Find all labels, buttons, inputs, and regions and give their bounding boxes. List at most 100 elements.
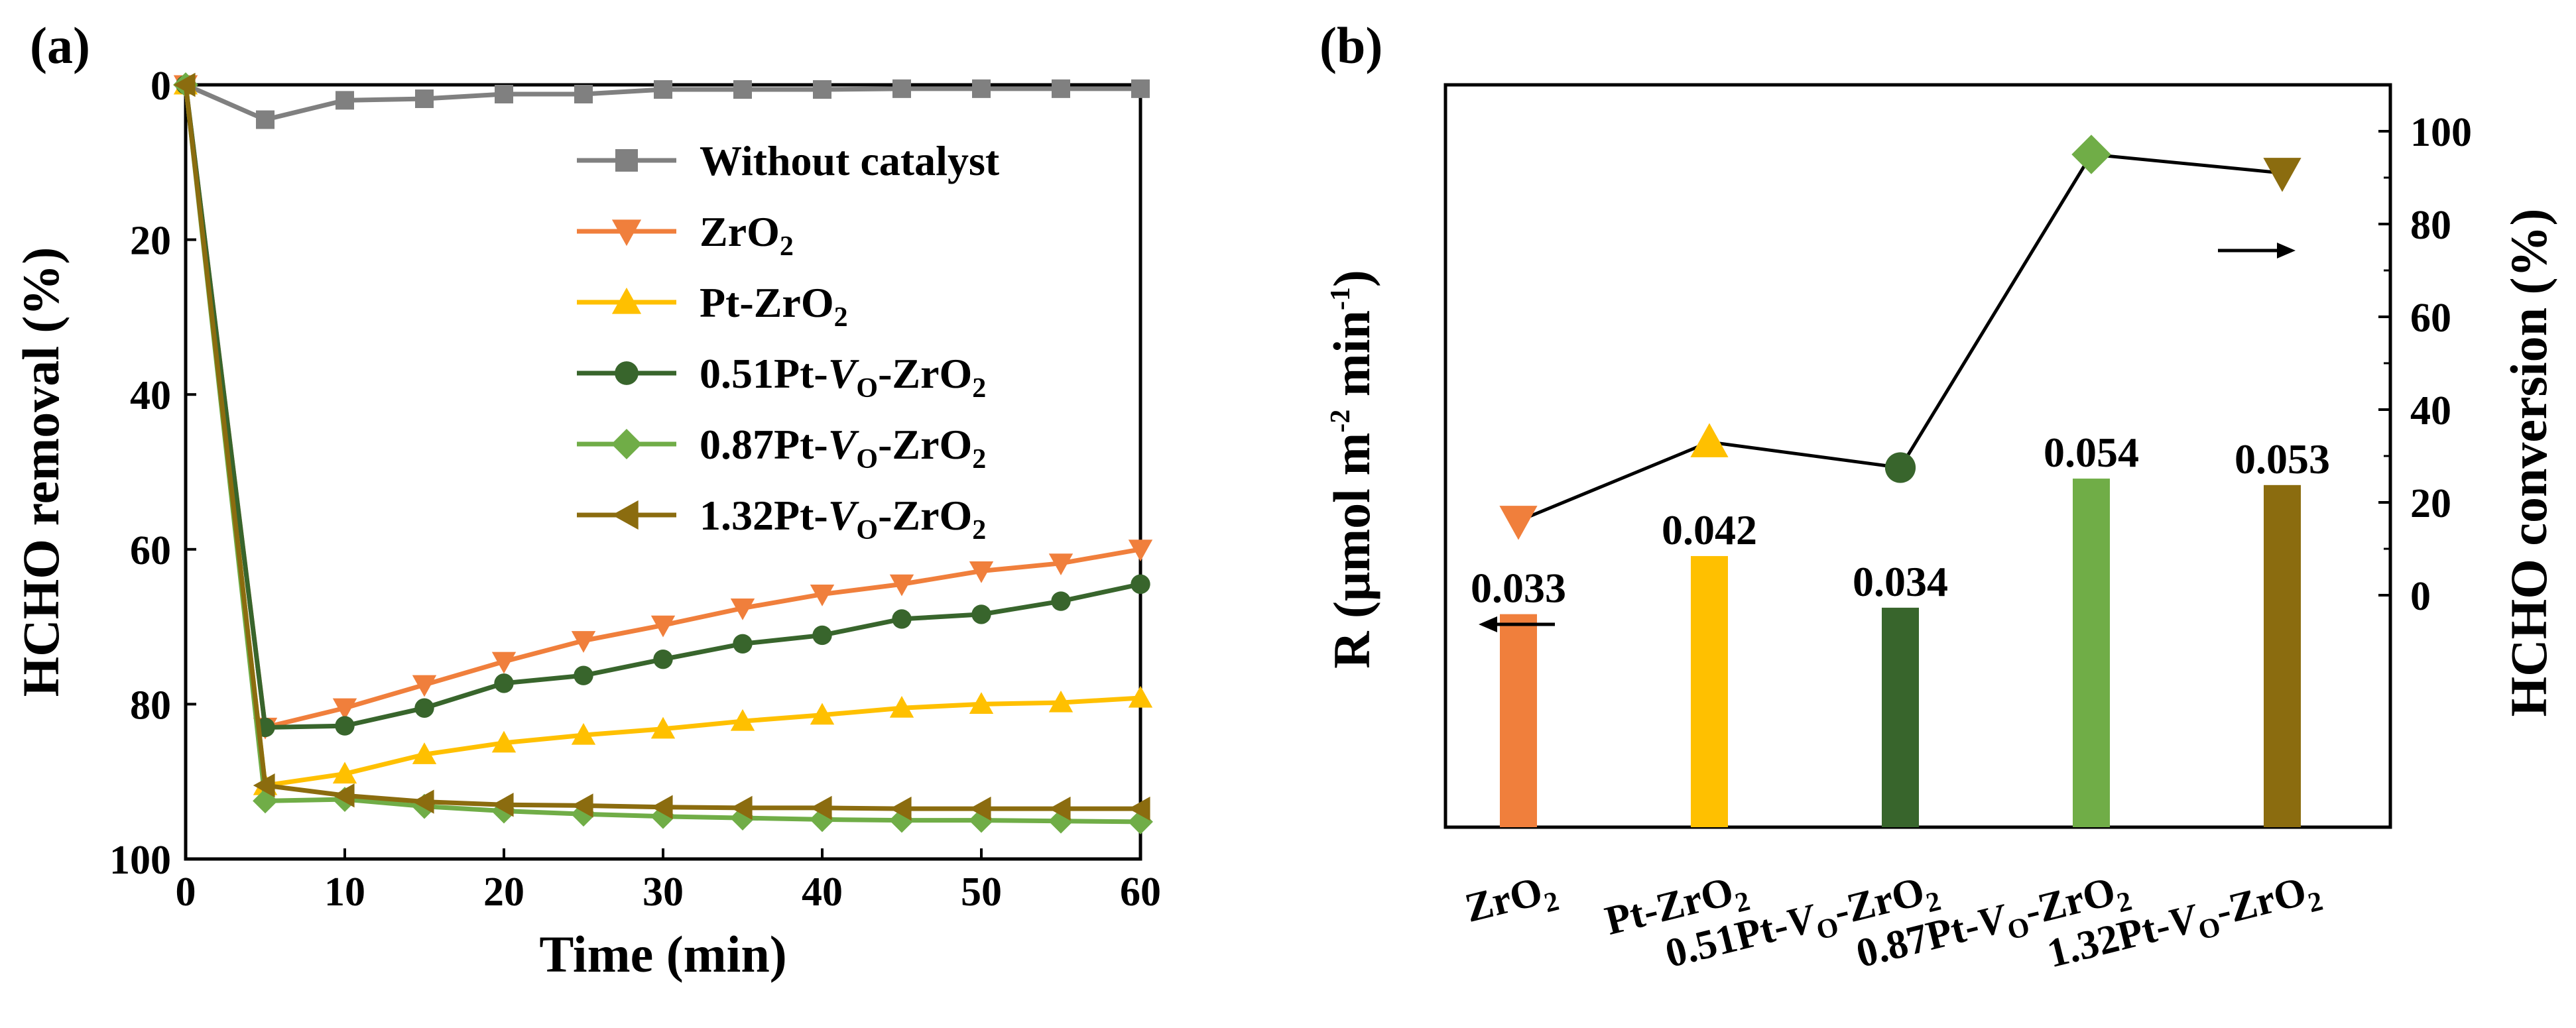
bar-2 — [1882, 607, 1919, 827]
legend-marker — [615, 361, 639, 385]
bar-1 — [1691, 555, 1728, 827]
bar-value-label: 0.053 — [2235, 435, 2330, 483]
data-point — [971, 604, 991, 624]
bar-3 — [2073, 479, 2110, 827]
conversion-point — [1884, 452, 1916, 483]
data-point — [1128, 540, 1153, 561]
data-point — [889, 696, 914, 718]
data-point — [335, 716, 355, 736]
conversion-point — [1690, 423, 1729, 457]
data-point — [1128, 685, 1153, 708]
bar-value-label: 0.034 — [1853, 558, 1948, 605]
x-tick-label-a: 50 — [961, 870, 1002, 915]
data-point — [571, 722, 596, 745]
data-point — [1052, 79, 1070, 98]
data-point — [653, 649, 673, 669]
legend-label: Pt-ZrO2 — [700, 279, 848, 333]
y-tick-label-a: 40 — [130, 373, 171, 418]
legend-entry: ZrO2 — [577, 208, 794, 262]
legend-label: ZrO2 — [700, 208, 794, 262]
data-point — [813, 80, 831, 99]
right-tick-label: 20 — [2410, 481, 2451, 526]
data-point — [969, 692, 994, 714]
data-point — [733, 634, 753, 654]
data-point — [332, 698, 357, 720]
conversion-point — [1499, 506, 1538, 540]
x-tick-label-a: 40 — [802, 870, 843, 915]
x-tick-label-a: 60 — [1120, 870, 1161, 915]
chart-b-rate-conversion: 0 20 40 60 80 100 0.033 0.042 0.034 0.054 0.053 ZrO… — [1323, 83, 2557, 976]
legend-entry: Without catalyst — [577, 137, 1000, 184]
legend-marker — [611, 219, 642, 247]
data-point — [253, 773, 275, 798]
series-line — [183, 84, 1141, 788]
data-point — [336, 91, 354, 110]
bar-value-label: 0.033 — [1471, 565, 1566, 612]
data-point — [892, 609, 912, 629]
y-tick-label-a: 60 — [130, 528, 171, 573]
data-point — [412, 789, 434, 814]
legend-marker — [611, 500, 639, 530]
y-tick-label-a: 0 — [151, 64, 171, 109]
arrow-right-head — [2277, 243, 2296, 258]
series-line — [183, 84, 1140, 811]
legend-a: Without catalyst ZrO2 Pt-ZrO2 0.51Pt-VO-ZrO… — [577, 137, 1000, 545]
panel-a-label: (a) — [30, 17, 90, 74]
data-point — [1048, 796, 1071, 821]
data-point — [574, 665, 593, 685]
data-point — [412, 675, 437, 697]
data-point — [730, 795, 753, 821]
data-point — [414, 698, 434, 718]
data-point — [650, 615, 676, 638]
data-point — [972, 79, 991, 98]
legend-marker — [611, 429, 642, 459]
legend-entry: 1.32Pt-VO-ZrO2 — [577, 492, 986, 545]
right-axis-title-b: HCHO conversion (%) — [2500, 209, 2557, 717]
legend-label: 1.32Pt-VO-ZrO2 — [700, 492, 986, 545]
x-tick-label-a: 10 — [324, 870, 365, 915]
data-point — [969, 561, 994, 583]
series-2 — [173, 72, 1153, 795]
x-axis-title-a: Time (min) — [539, 925, 786, 983]
data-point — [253, 788, 278, 814]
bar-0 — [1500, 614, 1537, 827]
data-point — [1051, 591, 1071, 611]
series-0 — [176, 76, 1150, 129]
data-point — [812, 625, 832, 646]
conversion-point — [2263, 158, 2301, 192]
data-point — [256, 110, 275, 129]
y-tick-label-a: 100 — [109, 838, 171, 883]
legend-label: 0.51Pt-VO-ZrO2 — [700, 350, 986, 404]
data-point — [889, 574, 914, 597]
right-tick-label: 80 — [2410, 203, 2451, 248]
data-point — [889, 796, 912, 821]
right-tick-label: 0 — [2410, 574, 2431, 619]
x-tick-label-a: 30 — [643, 870, 684, 915]
data-point — [571, 801, 596, 827]
series-3 — [176, 75, 1150, 738]
data-point — [730, 709, 755, 731]
y-tick-label-a: 80 — [130, 683, 171, 728]
data-point — [650, 795, 673, 819]
series-5 — [173, 72, 1150, 821]
data-point — [574, 85, 593, 104]
arrow-right-annotation — [2218, 243, 2296, 258]
data-point — [1048, 553, 1073, 576]
y-axis-title-a: HCHO removal (%) — [12, 247, 70, 697]
data-point — [810, 795, 832, 821]
data-point — [1128, 796, 1150, 821]
panel-b-label: (b) — [1319, 17, 1382, 74]
data-point — [650, 716, 676, 739]
data-point — [1048, 690, 1073, 713]
right-tick-label: 100 — [2410, 110, 2472, 155]
legend-label: 0.87Pt-VO-ZrO2 — [700, 421, 986, 475]
series-1 — [173, 75, 1153, 740]
right-tick-label: 40 — [2410, 388, 2451, 433]
legend-label: Without catalyst — [700, 137, 1000, 184]
plot-frame-a — [184, 83, 1142, 861]
data-point — [892, 79, 911, 98]
bar-4 — [2264, 485, 2301, 827]
data-point — [810, 584, 835, 606]
data-point — [491, 793, 514, 817]
